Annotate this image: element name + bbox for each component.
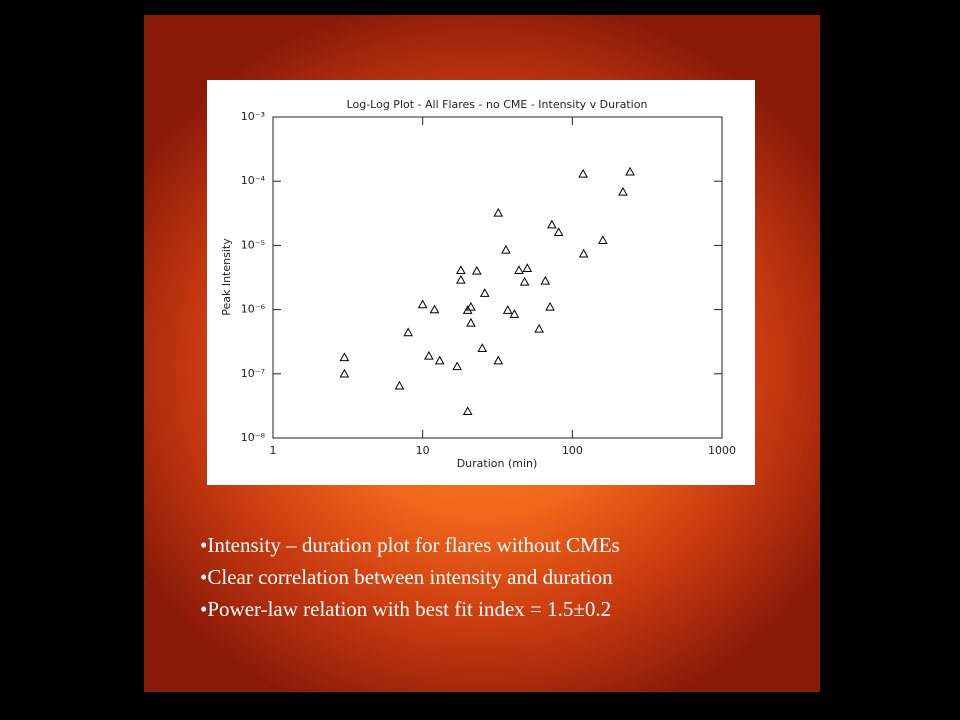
y-tick-label: 10⁻³ <box>241 110 265 123</box>
data-point <box>471 265 482 275</box>
x-tick-label: 10 <box>416 444 430 457</box>
plot-frame <box>272 116 723 439</box>
data-point <box>618 186 628 196</box>
data-point <box>553 227 564 236</box>
x-tick-label: 1000 <box>708 444 736 457</box>
bullet: •Clear correlation between intensity and… <box>200 565 613 589</box>
data-point <box>452 361 463 371</box>
data-point <box>547 219 557 229</box>
bullet: •Intensity – duration plot for flares wi… <box>200 533 620 557</box>
chart-title: Log-Log Plot - All Flares - no CME - Int… <box>347 98 648 111</box>
data-point <box>394 380 405 390</box>
y-tick-label: 10⁻⁸ <box>241 431 266 444</box>
data-point <box>501 244 511 254</box>
data-point <box>466 317 476 327</box>
data-point <box>339 352 350 362</box>
y-tick-label: 10⁻⁵ <box>241 238 265 251</box>
data-point <box>477 343 488 352</box>
data-point <box>417 299 428 309</box>
chart-panel <box>207 80 755 485</box>
data-point <box>598 235 608 245</box>
y-tick-label: 10⁻⁶ <box>241 303 266 316</box>
data-point <box>462 406 473 416</box>
data-point <box>578 168 588 178</box>
data-point <box>514 265 524 274</box>
y-axis-label: Peak Intensity <box>220 238 233 316</box>
x-axis-label: Duration (min) <box>457 457 538 470</box>
y-tick-label: 10⁻⁴ <box>241 174 266 187</box>
data-point <box>424 350 434 360</box>
data-point <box>456 274 466 284</box>
bullet: •Power-law relation with best fit index … <box>200 597 611 621</box>
data-point <box>493 355 504 365</box>
data-point <box>403 327 414 337</box>
data-point <box>493 207 504 217</box>
data-point <box>434 355 445 365</box>
data-point <box>519 276 530 286</box>
data-point <box>578 248 589 258</box>
data-point <box>502 305 513 314</box>
data-point <box>540 275 551 285</box>
x-tick-label: 1 <box>270 444 277 457</box>
data-point <box>509 309 520 318</box>
y-tick-label: 10⁻⁷ <box>241 367 265 380</box>
data-point <box>456 265 466 274</box>
data-point <box>522 263 533 272</box>
data-point <box>429 304 440 314</box>
data-point <box>545 301 555 311</box>
data-point <box>466 301 476 311</box>
x-tick-label: 100 <box>562 444 583 457</box>
data-point <box>625 166 635 176</box>
data-point <box>479 288 490 297</box>
data-point <box>534 323 544 333</box>
data-point <box>339 368 350 378</box>
